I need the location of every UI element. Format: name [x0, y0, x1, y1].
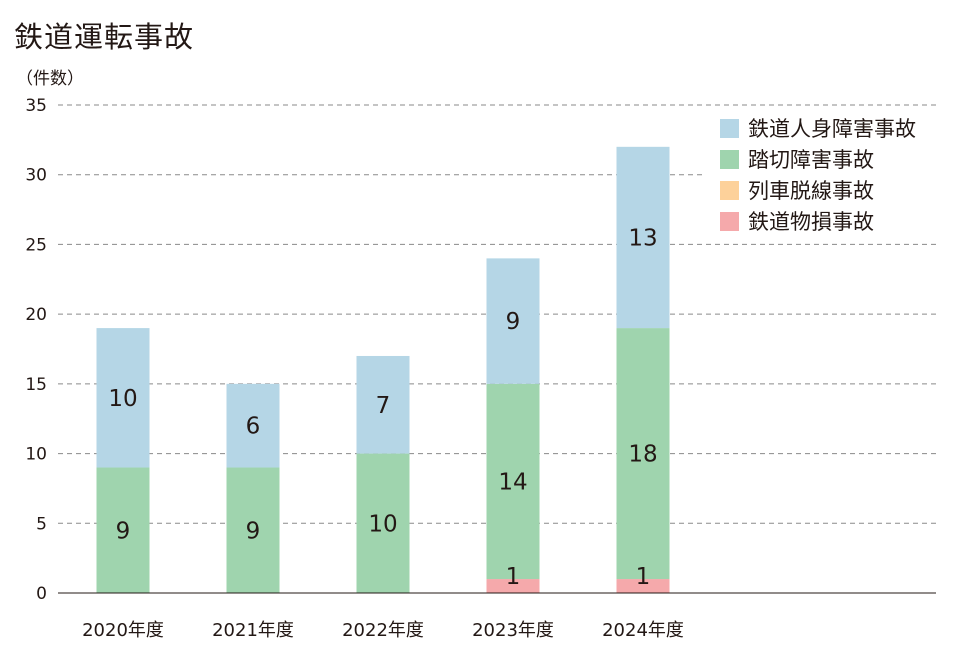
bar-value-labels: 9 10 9 6 10 7 1 14 9 1 18 13	[108, 225, 657, 590]
legend-swatch	[720, 150, 739, 169]
bar-segment	[356, 355, 410, 454]
legend-label: 鉄道物損事故	[748, 210, 874, 234]
bar-segment	[616, 579, 670, 593]
legend-swatch	[720, 212, 739, 231]
bar-value-label: 1	[636, 564, 651, 590]
bar-value-label: 9	[246, 518, 261, 544]
bar-value-label: 1	[506, 564, 521, 590]
y-tick-label: 30	[25, 166, 47, 186]
y-axis-label: （件数）	[16, 69, 84, 89]
legend-background	[706, 112, 936, 238]
x-axis-ticks: 2020年度 2021年度 2022年度 2023年度 2024年度	[82, 620, 684, 641]
bar-segment	[356, 453, 410, 593]
y-tick-label: 0	[36, 584, 47, 604]
legend-label: 踏切障害事故	[748, 148, 874, 172]
bar-value-label: 9	[506, 309, 521, 335]
y-tick-label: 25	[25, 235, 47, 255]
y-tick-label: 10	[25, 445, 47, 465]
y-tick-label: 20	[25, 305, 47, 325]
legend-swatch	[720, 119, 739, 138]
y-tick-label: 15	[25, 375, 47, 395]
x-tick-label: 2020年度	[82, 620, 164, 641]
legend-label: 鉄道人身障害事故	[748, 117, 916, 141]
chart-title: 鉄道運転事故	[14, 20, 195, 54]
y-axis-ticks: 0 5 10 15 20 25 30 35	[25, 96, 47, 604]
bar-segment	[96, 328, 150, 468]
bars	[96, 146, 670, 593]
bar-value-label: 9	[116, 518, 131, 544]
x-tick-label: 2022年度	[342, 620, 424, 641]
x-tick-label: 2024年度	[602, 620, 684, 641]
legend-label: 列車脱線事故	[748, 179, 874, 203]
bar-segment	[486, 579, 540, 593]
bar-segment	[486, 258, 540, 384]
bar-value-label: 10	[368, 511, 397, 537]
bar-segment	[226, 467, 280, 593]
bar-value-label: 14	[498, 469, 527, 495]
bar-segment	[96, 467, 150, 593]
legend-swatch	[720, 181, 739, 200]
bar-segment	[616, 328, 670, 580]
x-tick-label: 2023年度	[472, 620, 554, 641]
bar-value-label: 10	[108, 386, 137, 412]
bar-value-label: 7	[376, 393, 391, 419]
bar-value-label: 18	[628, 442, 657, 468]
x-tick-label: 2021年度	[212, 620, 294, 641]
gridlines	[58, 104, 936, 524]
y-tick-label: 35	[25, 96, 47, 116]
bar-value-label: 6	[246, 414, 261, 440]
y-tick-label: 5	[36, 514, 47, 534]
bar-segment	[226, 383, 280, 468]
bar-segment	[616, 146, 670, 329]
bar-value-label: 13	[628, 225, 657, 251]
bar-segment	[486, 383, 540, 580]
